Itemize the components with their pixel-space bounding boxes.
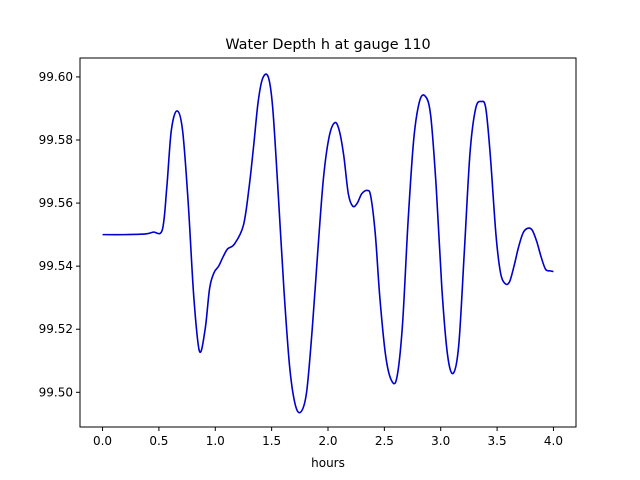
x-tick-label: 3.5 bbox=[488, 434, 507, 448]
y-axis: 99.50 99.52 99.54 99.56 99.58 99.60 bbox=[39, 70, 80, 399]
x-tick-label: 1.5 bbox=[262, 434, 281, 448]
y-tick-label: 99.52 bbox=[39, 322, 73, 336]
x-tick-label: 2.0 bbox=[318, 434, 337, 448]
plot-layer bbox=[102, 73, 554, 414]
chart-title: Water Depth h at gauge 110 bbox=[225, 37, 430, 53]
y-tick-label: 99.58 bbox=[39, 133, 73, 147]
x-tick-label: 0.5 bbox=[149, 434, 168, 448]
x-axis: 0.0 0.5 1.0 1.5 2.0 2.5 3.0 3.5 4.0 bbox=[93, 427, 563, 448]
x-tick-label: 1.0 bbox=[206, 434, 225, 448]
x-tick-label: 0.0 bbox=[93, 434, 112, 448]
y-tick-label: 99.56 bbox=[39, 196, 73, 210]
y-tick-label: 99.54 bbox=[39, 259, 73, 273]
series-line bbox=[102, 73, 554, 414]
x-axis-label: hours bbox=[311, 456, 345, 470]
x-tick-label: 4.0 bbox=[544, 434, 563, 448]
y-tick-label: 99.60 bbox=[39, 70, 73, 84]
x-tick-label: 3.0 bbox=[431, 434, 450, 448]
x-tick-label: 2.5 bbox=[375, 434, 394, 448]
y-tick-label: 99.50 bbox=[39, 385, 73, 399]
